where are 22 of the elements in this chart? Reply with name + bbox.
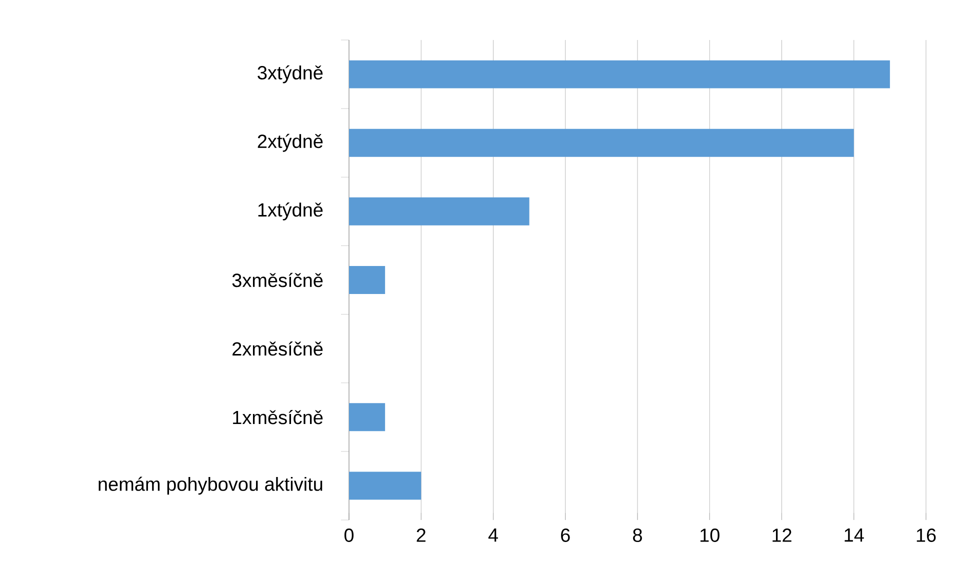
x-tick-label: 4 [488, 528, 498, 542]
x-tick-label: 12 [772, 528, 792, 542]
y-tick-label: 1xtýdně [258, 202, 323, 220]
bar [349, 266, 386, 294]
x-tick-label: 8 [633, 528, 642, 542]
y-tick-label: 2xměsíčně [232, 341, 323, 356]
x-tick-label: 2 [416, 528, 426, 542]
bar [349, 472, 422, 500]
x-tick-label: 14 [844, 528, 864, 542]
y-tick-label: 3xměsíčně [232, 272, 323, 288]
y-tick-label: 2xtýdně [258, 134, 323, 152]
x-tick-label: 10 [700, 528, 720, 542]
x-tick-label: 16 [916, 528, 936, 542]
x-tick-label: 0 [344, 528, 354, 542]
x-tick-label: 6 [561, 528, 570, 542]
bar [349, 197, 530, 226]
bar [349, 403, 386, 432]
y-tick-label: nemám pohybovou aktivitu [98, 476, 322, 495]
bar [349, 128, 854, 157]
y-tick-label: 3xtýdně [258, 65, 323, 84]
bar [349, 60, 890, 88]
y-tick-label: 1xměsíčně [233, 410, 323, 424]
